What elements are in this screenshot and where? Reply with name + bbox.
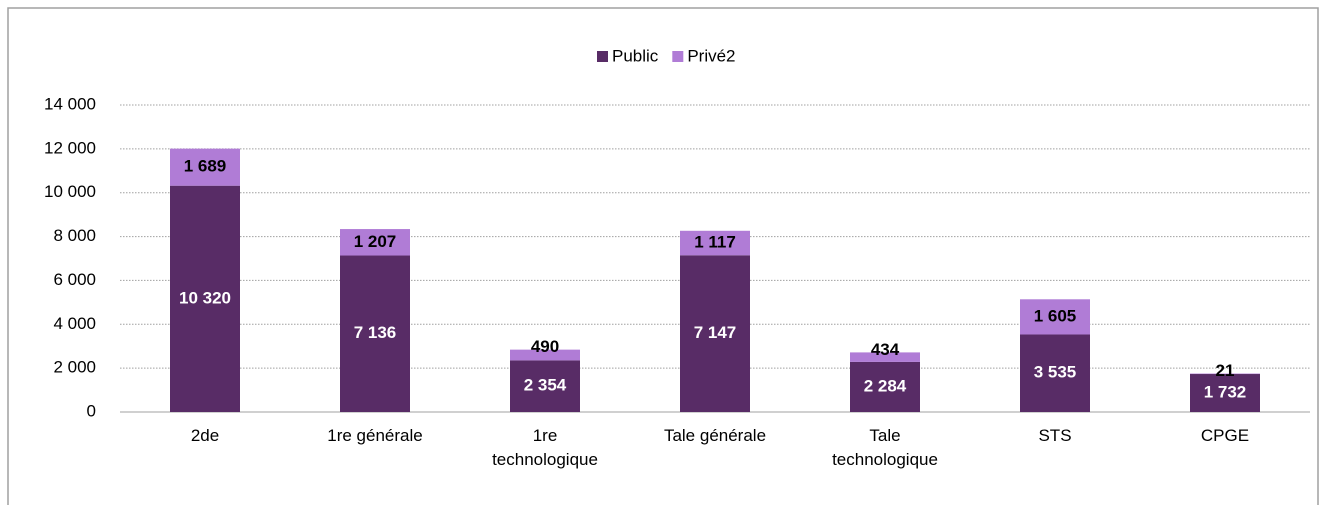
legend-label: Privé2	[687, 46, 735, 65]
bar-segment	[1020, 299, 1090, 335]
y-tick-label: 14 000	[44, 94, 96, 113]
data-label: 490	[531, 337, 559, 356]
legend-swatch	[597, 51, 608, 62]
x-tick-label: CPGE	[1200, 426, 1250, 445]
x-tick-label: 2de	[190, 426, 220, 445]
bar-segment	[850, 352, 920, 362]
bar-segment	[340, 229, 410, 256]
bar-segment	[170, 148, 240, 186]
data-label: 434	[871, 340, 900, 359]
data-label: 2 284	[864, 376, 907, 395]
data-label: 1 689	[184, 157, 227, 176]
data-label: 10 320	[179, 288, 231, 307]
data-label: 7 136	[354, 323, 397, 342]
y-tick-label: 4 000	[53, 314, 96, 333]
chart-border	[7, 7, 1319, 505]
bar-segment	[510, 349, 580, 361]
bar-segment	[510, 360, 580, 412]
y-tick-label: 10 000	[44, 182, 96, 201]
data-label: 1 605	[1034, 306, 1077, 325]
data-label: 1 732	[1204, 382, 1247, 401]
bar-segment	[170, 185, 240, 412]
bar-segment	[680, 255, 750, 412]
data-label: 21	[1216, 361, 1235, 380]
y-tick-label: 2 000	[53, 358, 96, 377]
y-tick-label: 6 000	[53, 270, 96, 289]
data-label: 1 207	[354, 232, 397, 251]
data-label: 3 535	[1034, 363, 1077, 382]
bar-segment	[850, 361, 920, 412]
y-tick-label: 0	[87, 401, 96, 420]
data-label: 7 147	[694, 323, 737, 342]
bar-segment	[1020, 334, 1090, 412]
data-label: 1 117	[694, 233, 736, 252]
x-tick-label: 1re générale	[327, 426, 423, 445]
bar-segment	[1190, 374, 1260, 412]
y-tick-label: 12 000	[44, 138, 96, 157]
legend-label: Public	[612, 46, 659, 65]
bar-segment	[340, 255, 410, 412]
bar-segment	[680, 230, 750, 256]
x-tick-label: Tale technologique	[832, 426, 938, 469]
data-label: 2 354	[524, 376, 567, 395]
x-tick-label: 1re technologique	[492, 426, 598, 469]
y-tick-label: 8 000	[53, 226, 96, 245]
legend-swatch	[672, 51, 684, 62]
x-tick-label: Tale générale	[663, 426, 767, 445]
x-tick-label: STS	[1038, 426, 1072, 445]
